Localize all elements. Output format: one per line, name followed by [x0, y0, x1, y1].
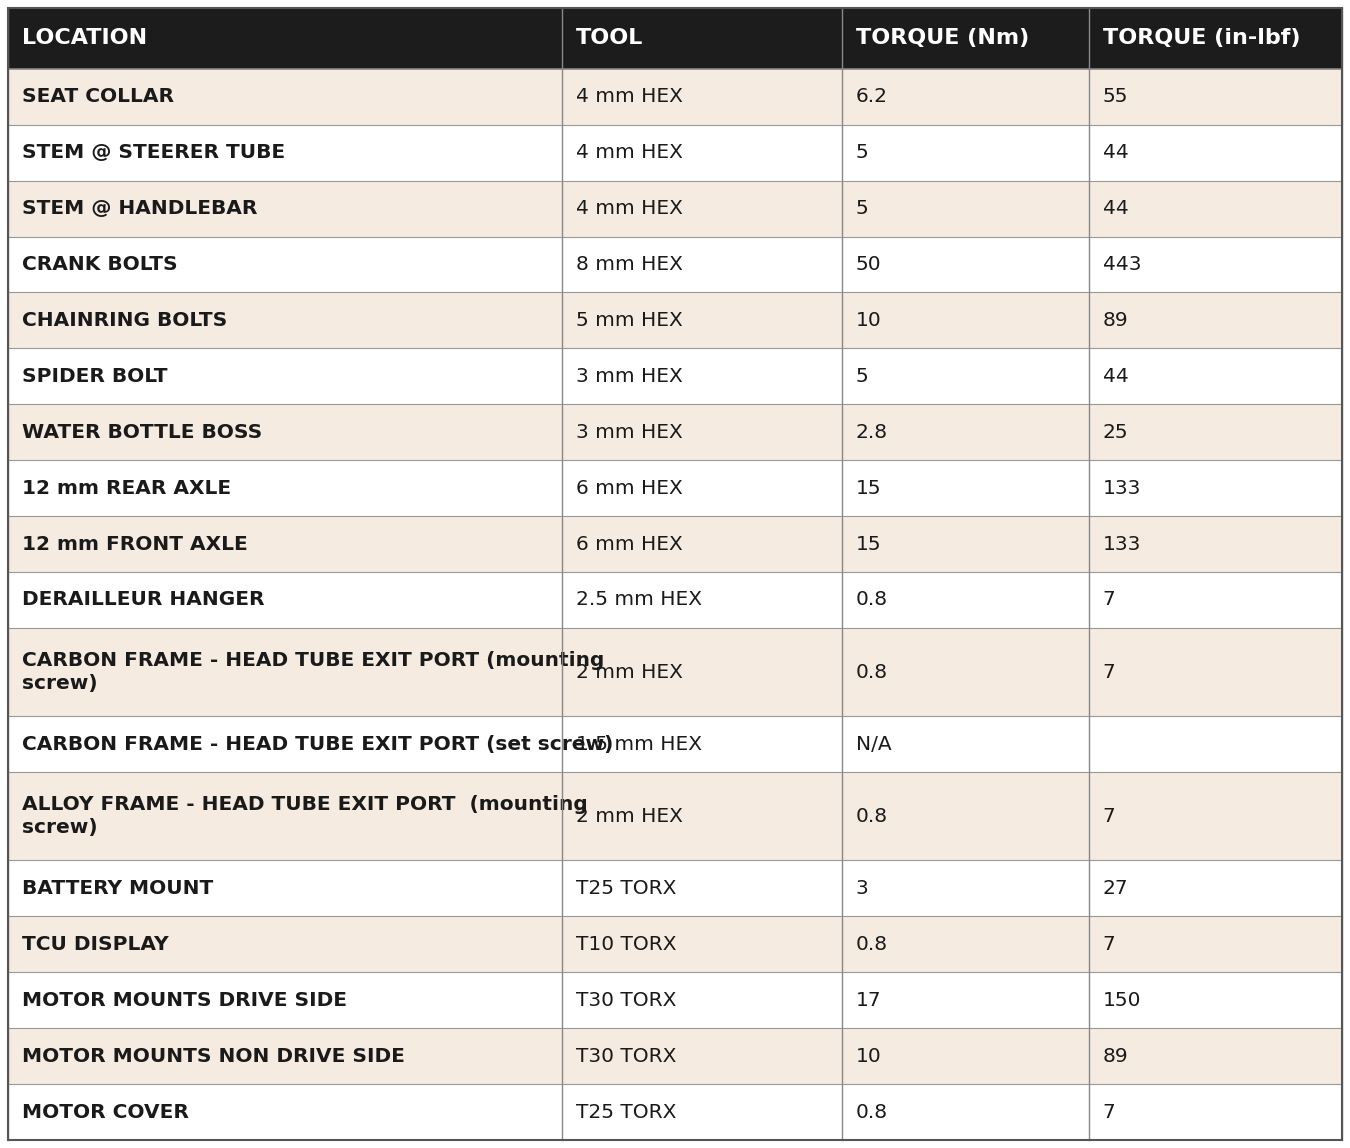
Text: TOOL: TOOL	[575, 29, 643, 48]
Bar	[8, 180, 1342, 236]
Text: 55: 55	[1103, 87, 1129, 107]
Text: TORQUE (in-lbf): TORQUE (in-lbf)	[1103, 29, 1300, 48]
Text: T10 TORX: T10 TORX	[575, 934, 676, 954]
Text: 443: 443	[1103, 255, 1141, 274]
Bar	[8, 517, 1342, 572]
Bar	[8, 460, 1342, 517]
Bar	[8, 861, 1342, 916]
Bar	[8, 716, 1342, 773]
Bar	[8, 125, 1342, 180]
Bar	[8, 293, 1342, 348]
Text: T25 TORX: T25 TORX	[575, 879, 676, 898]
Text: 10: 10	[856, 311, 882, 329]
Bar	[8, 1084, 1342, 1140]
Text: TCU DISPLAY: TCU DISPLAY	[22, 934, 169, 954]
Text: MOTOR MOUNTS DRIVE SIDE: MOTOR MOUNTS DRIVE SIDE	[22, 991, 347, 1010]
Text: 3: 3	[856, 879, 868, 898]
Bar	[8, 69, 1342, 125]
Text: 89: 89	[1103, 1047, 1129, 1065]
Bar	[8, 628, 1342, 716]
Bar	[8, 572, 1342, 628]
Text: 5: 5	[856, 144, 868, 162]
Bar	[8, 773, 1342, 861]
Text: 1.5 mm HEX: 1.5 mm HEX	[575, 735, 702, 754]
Text: LOCATION: LOCATION	[22, 29, 147, 48]
Text: 7: 7	[1103, 934, 1115, 954]
Text: 5: 5	[856, 199, 868, 218]
Bar	[8, 972, 1342, 1029]
Text: BATTERY MOUNT: BATTERY MOUNT	[22, 879, 213, 898]
Text: 6.2: 6.2	[856, 87, 888, 107]
Text: CARBON FRAME - HEAD TUBE EXIT PORT (set screw): CARBON FRAME - HEAD TUBE EXIT PORT (set …	[22, 735, 613, 754]
Bar	[8, 916, 1342, 972]
Text: ALLOY FRAME - HEAD TUBE EXIT PORT  (mounting
screw): ALLOY FRAME - HEAD TUBE EXIT PORT (mount…	[22, 796, 587, 837]
Text: 6 mm HEX: 6 mm HEX	[575, 535, 682, 553]
Text: 10: 10	[856, 1047, 882, 1065]
Text: T30 TORX: T30 TORX	[575, 991, 676, 1010]
Bar	[8, 404, 1342, 460]
Text: 4 mm HEX: 4 mm HEX	[575, 199, 683, 218]
Text: 0.8: 0.8	[856, 1102, 888, 1122]
Text: 2 mm HEX: 2 mm HEX	[575, 662, 683, 682]
Text: 7: 7	[1103, 1102, 1115, 1122]
Bar	[8, 348, 1342, 404]
Text: 0.8: 0.8	[856, 934, 888, 954]
Text: CRANK BOLTS: CRANK BOLTS	[22, 255, 178, 274]
Text: N/A: N/A	[856, 735, 891, 754]
Text: DERAILLEUR HANGER: DERAILLEUR HANGER	[22, 590, 265, 610]
Text: WATER BOTTLE BOSS: WATER BOTTLE BOSS	[22, 422, 262, 442]
Text: 12 mm REAR AXLE: 12 mm REAR AXLE	[22, 479, 231, 498]
Bar	[8, 8, 1342, 69]
Text: T25 TORX: T25 TORX	[575, 1102, 676, 1122]
Text: 50: 50	[856, 255, 882, 274]
Text: 2 mm HEX: 2 mm HEX	[575, 807, 683, 825]
Text: 25: 25	[1103, 422, 1129, 442]
Text: 133: 133	[1103, 535, 1141, 553]
Text: 44: 44	[1103, 144, 1129, 162]
Text: 89: 89	[1103, 311, 1129, 329]
Text: 3 mm HEX: 3 mm HEX	[575, 422, 682, 442]
Bar	[8, 1029, 1342, 1084]
Text: 2.5 mm HEX: 2.5 mm HEX	[575, 590, 702, 610]
Text: 5 mm HEX: 5 mm HEX	[575, 311, 682, 329]
Text: 15: 15	[856, 535, 882, 553]
Text: MOTOR COVER: MOTOR COVER	[22, 1102, 189, 1122]
Text: 0.8: 0.8	[856, 662, 888, 682]
Text: 7: 7	[1103, 590, 1115, 610]
Text: T30 TORX: T30 TORX	[575, 1047, 676, 1065]
Text: SEAT COLLAR: SEAT COLLAR	[22, 87, 174, 107]
Text: 3 mm HEX: 3 mm HEX	[575, 367, 682, 386]
Text: STEM @ HANDLEBAR: STEM @ HANDLEBAR	[22, 199, 258, 218]
Text: 44: 44	[1103, 199, 1129, 218]
Text: 0.8: 0.8	[856, 807, 888, 825]
Text: 7: 7	[1103, 662, 1115, 682]
Text: 27: 27	[1103, 879, 1129, 898]
Text: 12 mm FRONT AXLE: 12 mm FRONT AXLE	[22, 535, 248, 553]
Text: 8 mm HEX: 8 mm HEX	[575, 255, 683, 274]
Text: 17: 17	[856, 991, 882, 1010]
Text: 4 mm HEX: 4 mm HEX	[575, 144, 683, 162]
Text: SPIDER BOLT: SPIDER BOLT	[22, 367, 167, 386]
Text: 150: 150	[1103, 991, 1141, 1010]
Text: CHAINRING BOLTS: CHAINRING BOLTS	[22, 311, 227, 329]
Text: 6 mm HEX: 6 mm HEX	[575, 479, 682, 498]
Text: TORQUE (Nm): TORQUE (Nm)	[856, 29, 1029, 48]
Text: 7: 7	[1103, 807, 1115, 825]
Text: CARBON FRAME - HEAD TUBE EXIT PORT (mounting
screw): CARBON FRAME - HEAD TUBE EXIT PORT (moun…	[22, 651, 605, 693]
Text: MOTOR MOUNTS NON DRIVE SIDE: MOTOR MOUNTS NON DRIVE SIDE	[22, 1047, 405, 1065]
Text: 15: 15	[856, 479, 882, 498]
Text: 44: 44	[1103, 367, 1129, 386]
Text: 2.8: 2.8	[856, 422, 888, 442]
Text: 4 mm HEX: 4 mm HEX	[575, 87, 683, 107]
Text: 0.8: 0.8	[856, 590, 888, 610]
Text: 133: 133	[1103, 479, 1141, 498]
Text: STEM @ STEERER TUBE: STEM @ STEERER TUBE	[22, 144, 285, 162]
Bar	[8, 236, 1342, 293]
Text: 5: 5	[856, 367, 868, 386]
